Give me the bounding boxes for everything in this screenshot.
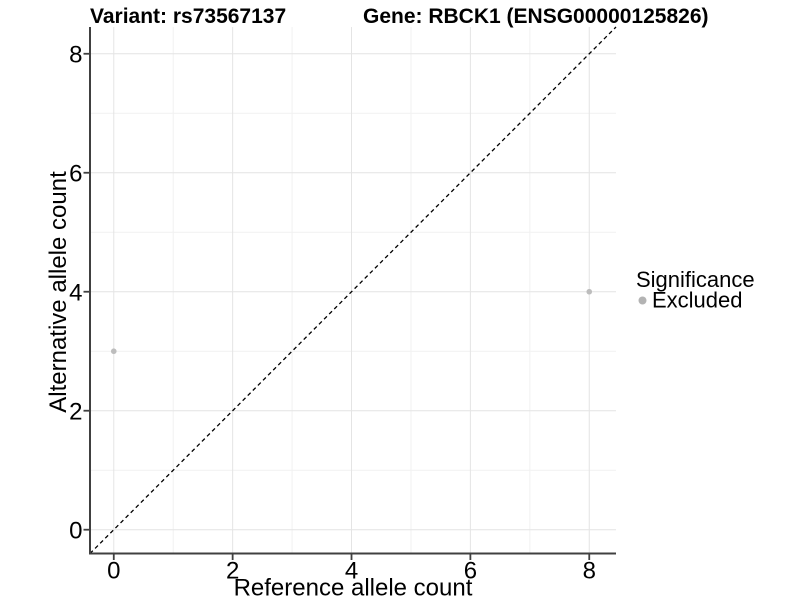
legend-key-excluded-icon xyxy=(638,296,647,305)
x-axis-title: Reference allele count xyxy=(234,575,473,600)
data-points xyxy=(110,288,593,355)
y-tick-label: 6 xyxy=(69,160,82,187)
scatter-point xyxy=(586,288,593,295)
grid-minor-lines xyxy=(90,27,616,554)
y-tick-label: 0 xyxy=(69,517,82,544)
x-tick-label: 6 xyxy=(464,558,477,585)
y-tick-label: 2 xyxy=(69,398,82,425)
legend-title: Significance xyxy=(636,267,755,292)
y-tick-label: 4 xyxy=(69,279,82,306)
legend-item-excluded-label: Excluded xyxy=(652,288,743,313)
plot-title-variant: Variant: rs73567137 xyxy=(90,5,286,28)
scatter-point xyxy=(110,348,117,355)
legend: Significance Excluded xyxy=(636,267,755,313)
axis-tick-labels: 0 2 4 6 8 0 2 4 6 8 xyxy=(69,41,596,584)
x-tick-label: 0 xyxy=(107,558,120,585)
y-tick-label: 8 xyxy=(69,41,82,68)
axis-lines-and-ticks xyxy=(83,27,616,560)
x-tick-label: 2 xyxy=(226,558,239,585)
x-tick-label: 8 xyxy=(583,558,596,585)
y-axis-title: Alternative allele count xyxy=(45,171,72,413)
x-tick-label: 4 xyxy=(345,558,358,585)
identity-reference-line xyxy=(89,26,617,554)
plot-title-gene: Gene: RBCK1 (ENSG00000125826) xyxy=(363,5,709,28)
identity-line xyxy=(89,26,617,554)
